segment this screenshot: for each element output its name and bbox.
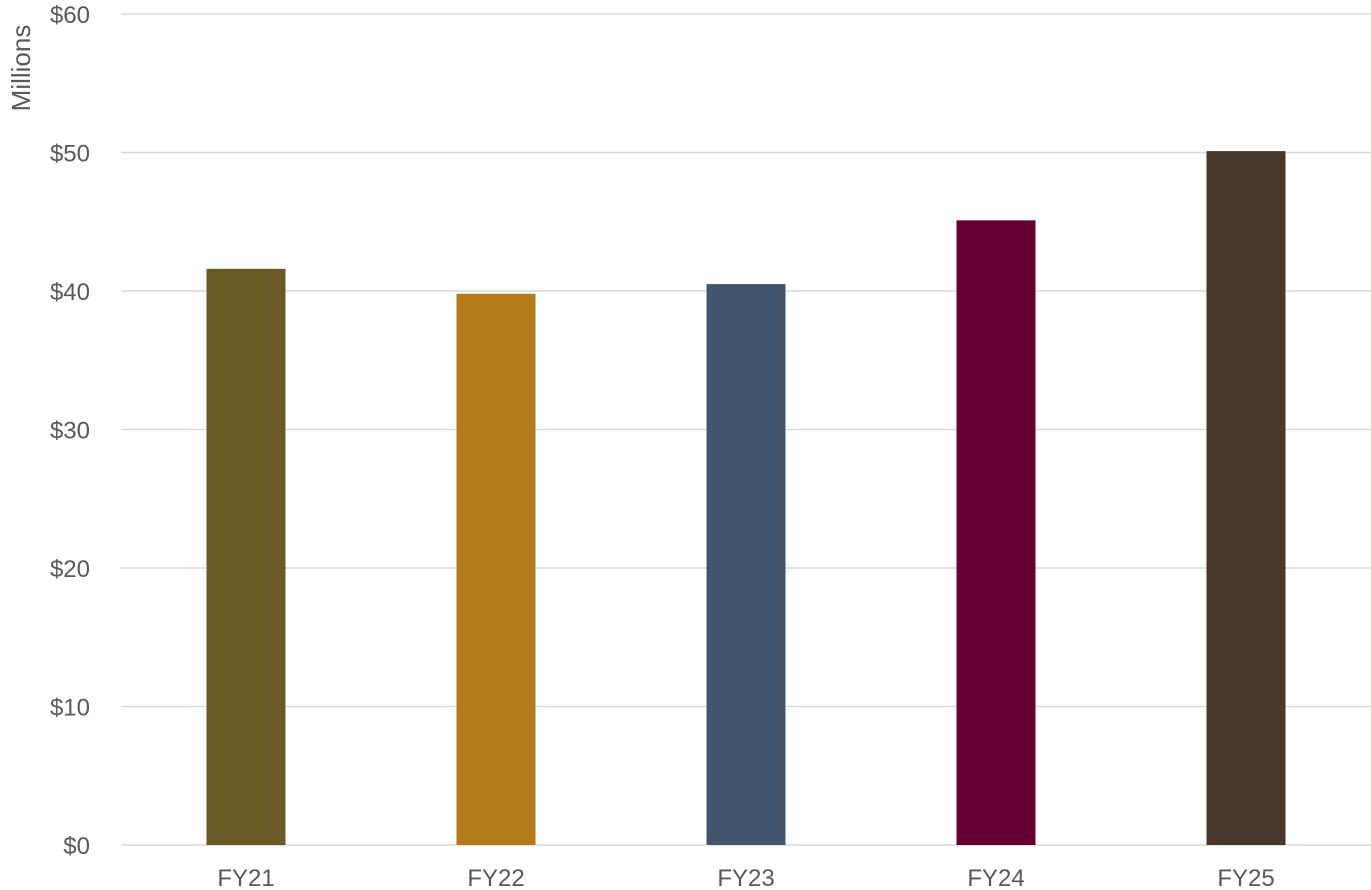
y-tick-label: $50 <box>50 141 90 168</box>
x-tick-label: FY21 <box>217 865 274 890</box>
bar-fy21 <box>206 268 286 846</box>
y-tick-label: $20 <box>50 556 90 583</box>
y-tick-label: $60 <box>50 2 90 29</box>
y-axis-title: Millions <box>6 25 36 112</box>
y-tick-labels: $0 $10 $20 $30 $40 $50 $60 <box>50 2 90 860</box>
y-tick-label: $30 <box>50 418 90 445</box>
y-tick-label: $0 <box>63 833 90 860</box>
x-tick-label: FY23 <box>717 865 774 890</box>
bar-fy24 <box>956 220 1036 846</box>
x-tick-label: FY22 <box>467 865 524 890</box>
bars <box>206 151 1286 846</box>
x-tick-labels: FY21 FY22 FY23 FY24 FY25 <box>217 865 1274 890</box>
y-tick-label: $40 <box>50 279 90 306</box>
bar-fy22 <box>456 293 536 845</box>
x-tick-label: FY24 <box>967 865 1024 890</box>
bar-fy23 <box>706 284 786 845</box>
x-tick-label: FY25 <box>1217 865 1274 890</box>
y-tick-label: $10 <box>50 695 90 722</box>
bar-fy25 <box>1206 151 1286 846</box>
